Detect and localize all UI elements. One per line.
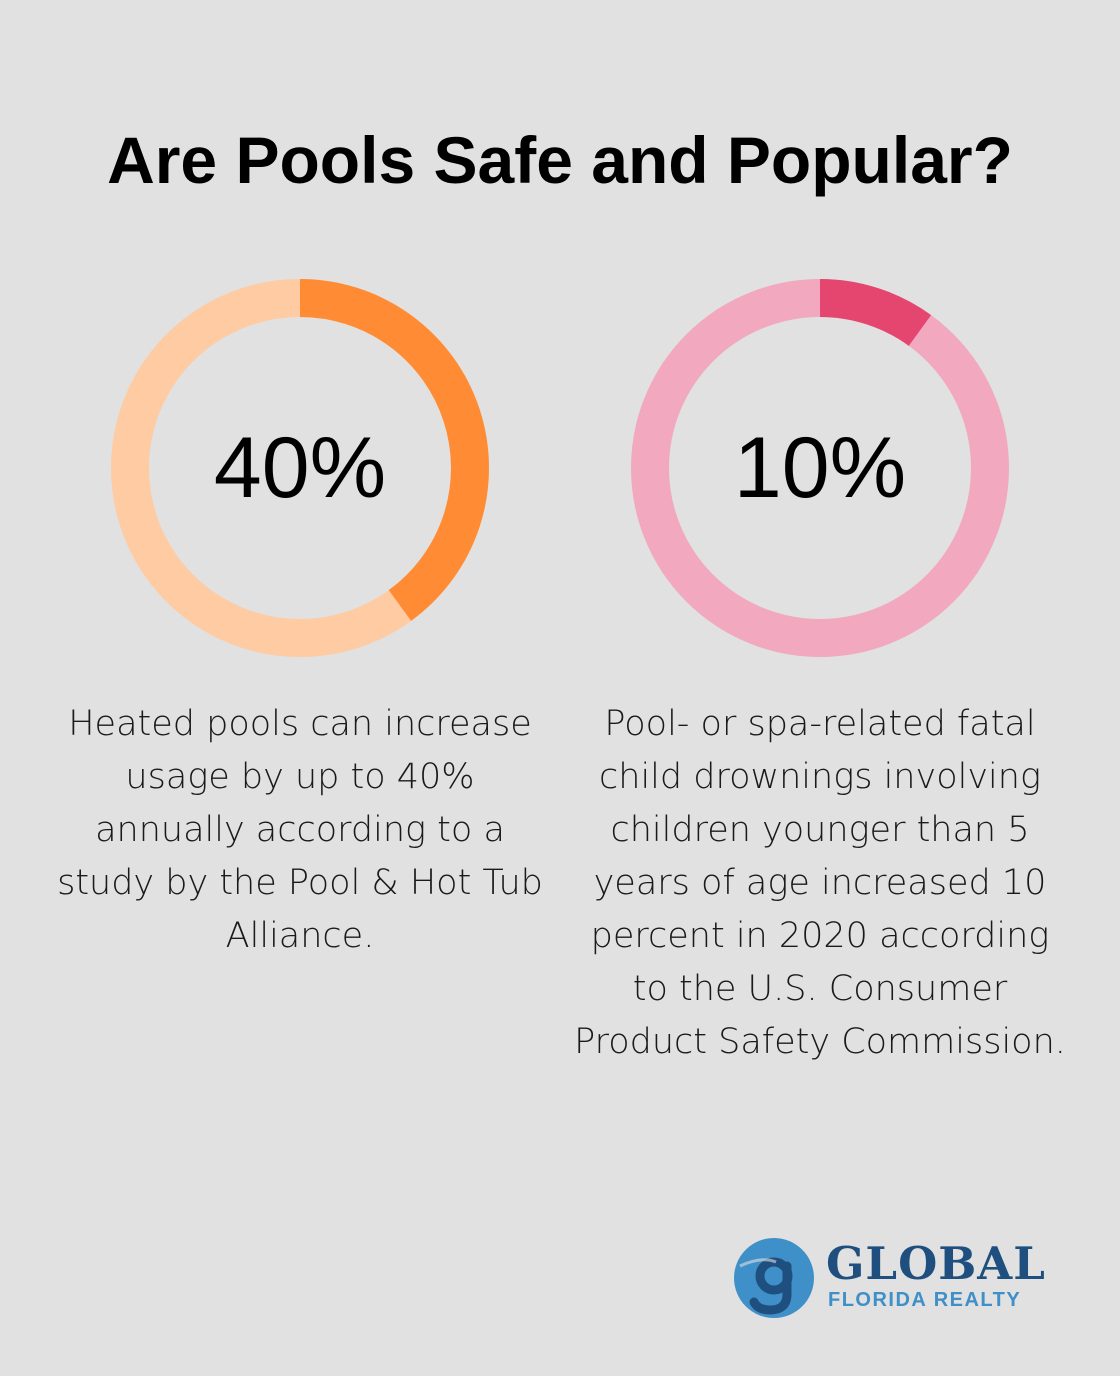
company-logo[interactable]: GLOBAL FLORIDA REALTY <box>732 1236 1072 1318</box>
donut-svg <box>111 279 489 657</box>
stat-description: Pool- or spa-related fatal child drownin… <box>574 704 1066 1062</box>
stat-card-heated-pools: 40% Heated pools can increase usage by u… <box>40 278 560 963</box>
donut-svg <box>631 279 1009 657</box>
stat-description: Heated pools can increase usage by up to… <box>57 704 543 956</box>
donut-chart: 40% <box>110 278 490 658</box>
globe-g-icon <box>734 1238 814 1318</box>
donut-value-label: 10% <box>733 420 907 516</box>
donut-value-label: 40% <box>213 420 387 516</box>
donut-highlight-slice <box>299 279 489 621</box>
logo-name: GLOBAL <box>826 1237 1046 1290</box>
donut-chart: 10% <box>630 278 1010 658</box>
stat-card-child-drownings: 10% Pool- or spa-related fatal child dro… <box>560 278 1080 1069</box>
logo-tagline: FLORIDA REALTY <box>828 1289 1022 1311</box>
donut-highlight-slice <box>819 279 932 347</box>
page-title: Are Pools Safe and Popular? <box>107 123 1013 197</box>
